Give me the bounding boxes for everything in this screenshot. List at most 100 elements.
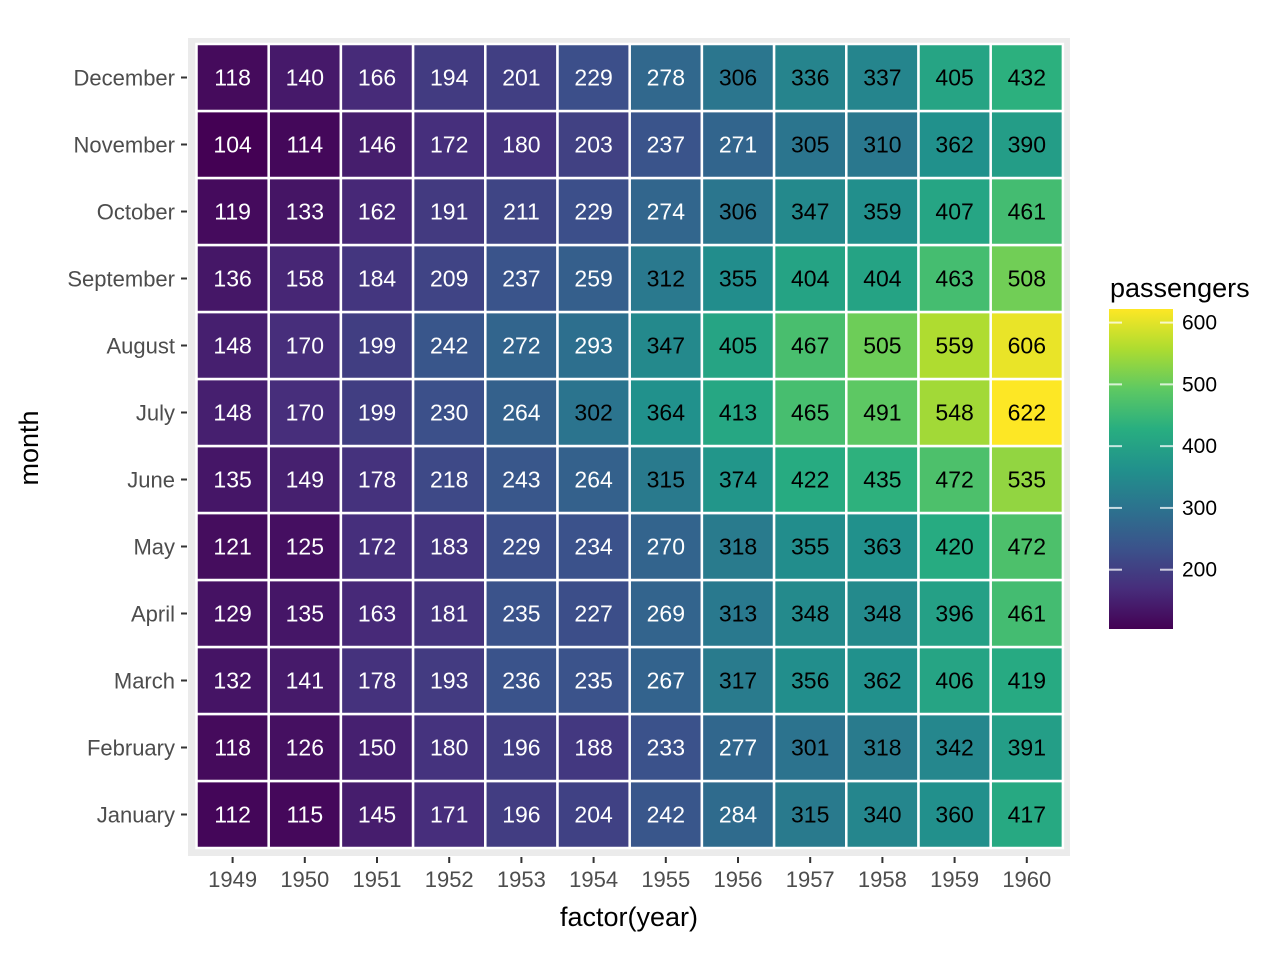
cell-value-label: 413 <box>719 400 757 426</box>
cell-value-label: 114 <box>286 132 323 158</box>
x-tick-label: 1951 <box>353 867 402 892</box>
cell-value-label: 140 <box>286 65 324 91</box>
cell-value-label: 419 <box>1008 668 1046 694</box>
cell-value-label: 317 <box>719 668 757 694</box>
cell-value-label: 162 <box>358 199 396 225</box>
legend-ticks: 200 300 400 500 600 <box>1109 312 1217 582</box>
heatmap-cell <box>195 578 270 649</box>
cell-value-label: 199 <box>358 400 396 426</box>
heatmap-cell <box>917 42 992 113</box>
cell-value-label: 270 <box>647 534 685 560</box>
heatmap-cell <box>989 42 1065 113</box>
x-tick-label: 1957 <box>786 867 835 892</box>
cell-value-label: 158 <box>286 266 324 292</box>
cell-value-label: 141 <box>286 668 324 694</box>
cell-value-label: 180 <box>502 132 540 158</box>
y-tick-label: August <box>107 334 176 359</box>
cell-value-label: 172 <box>430 132 468 158</box>
cell-value-label: 406 <box>935 668 973 694</box>
cell-value-label: 359 <box>863 199 901 225</box>
heatmap-cell <box>845 42 920 113</box>
cell-value-label: 115 <box>286 802 323 828</box>
cell-value-label: 150 <box>358 735 396 761</box>
heatmap-cell <box>628 645 704 716</box>
cell-value-label: 172 <box>358 534 396 560</box>
cell-value-label: 121 <box>213 534 251 560</box>
heatmap-cell <box>195 779 270 850</box>
heatmap-cell <box>772 444 848 515</box>
heatmap-cell <box>411 712 487 783</box>
heatmap-cell <box>772 310 848 381</box>
cell-value-label: 201 <box>502 65 540 91</box>
cell-value-label: 132 <box>213 668 251 694</box>
heatmap-cell <box>772 511 848 582</box>
heatmap-cell <box>195 444 270 515</box>
heatmap-cell <box>195 310 270 381</box>
cell-value-label: 463 <box>935 266 973 292</box>
heatmap-cell <box>195 42 270 113</box>
heatmap-cell <box>989 444 1065 515</box>
cell-value-label: 191 <box>430 199 468 225</box>
cell-value-label: 348 <box>863 601 901 627</box>
legend-colorbar <box>1109 309 1173 629</box>
cell-value-label: 129 <box>213 601 251 627</box>
heatmap-cell <box>484 42 559 113</box>
y-tick-label: November <box>74 133 175 158</box>
y-tick-label: March <box>114 669 175 694</box>
heatmap-cell <box>556 42 631 113</box>
legend-tick-label: 600 <box>1182 312 1217 335</box>
cell-value-label: 242 <box>647 802 685 828</box>
y-tick-label: December <box>74 66 175 91</box>
cell-value-label: 390 <box>1008 132 1046 158</box>
cell-value-label: 461 <box>1008 601 1046 627</box>
cell-value-label: 264 <box>502 400 541 426</box>
color-legend: passengers 200 300 400 500 600 <box>1109 273 1250 629</box>
heatmap-cell <box>628 578 704 649</box>
cell-value-label: 236 <box>502 668 540 694</box>
cell-value-label: 305 <box>791 132 829 158</box>
x-axis: 1949 1950 1951 1952 1953 1954 1955 1956 1957 1958… <box>208 857 1051 892</box>
legend-tick-label: 500 <box>1182 373 1217 396</box>
x-tick-label: 1950 <box>280 867 329 892</box>
cell-value-label: 548 <box>935 400 973 426</box>
cell-value-label: 193 <box>430 668 468 694</box>
heatmap-cell <box>772 645 848 716</box>
heatmap-cell <box>556 377 631 448</box>
cell-value-label: 420 <box>935 534 973 560</box>
cell-value-label: 272 <box>502 333 540 359</box>
cell-value-label: 391 <box>1008 735 1046 761</box>
legend-tick-label: 400 <box>1182 435 1217 458</box>
heatmap-cell <box>700 42 776 113</box>
cell-value-label: 135 <box>286 601 324 627</box>
heatmap-cell <box>556 444 631 515</box>
cell-value-label: 170 <box>286 400 324 426</box>
cell-value-label: 347 <box>647 333 685 359</box>
heatmap-cell <box>845 712 920 783</box>
cell-value-label: 396 <box>935 601 973 627</box>
cell-value-label: 472 <box>935 467 973 493</box>
cell-value-label: 348 <box>791 601 829 627</box>
cell-value-label: 405 <box>935 65 973 91</box>
cell-value-label: 235 <box>574 668 612 694</box>
heatmap-cell <box>339 109 415 180</box>
cell-value-label: 505 <box>863 333 901 359</box>
heatmap-cell <box>556 310 631 381</box>
cell-value-label: 119 <box>214 199 251 225</box>
heatmap-cell <box>484 511 559 582</box>
cell-value-label: 237 <box>647 132 685 158</box>
cell-value-label: 271 <box>719 132 757 158</box>
heatmap-cell <box>484 243 559 314</box>
cell-value-label: 133 <box>286 199 324 225</box>
x-tick-label: 1959 <box>930 867 979 892</box>
heatmap-cell <box>989 176 1065 247</box>
x-tick-label: 1954 <box>569 867 618 892</box>
y-tick-label: September <box>67 267 175 292</box>
heatmap-cell <box>628 243 704 314</box>
heatmap-cell <box>267 109 343 180</box>
cell-value-label: 337 <box>863 65 901 91</box>
cell-value-label: 435 <box>863 467 901 493</box>
cell-value-label: 170 <box>286 333 324 359</box>
heatmap-cell <box>989 511 1065 582</box>
cell-value-label: 315 <box>647 467 685 493</box>
y-tick-label: April <box>131 602 175 627</box>
